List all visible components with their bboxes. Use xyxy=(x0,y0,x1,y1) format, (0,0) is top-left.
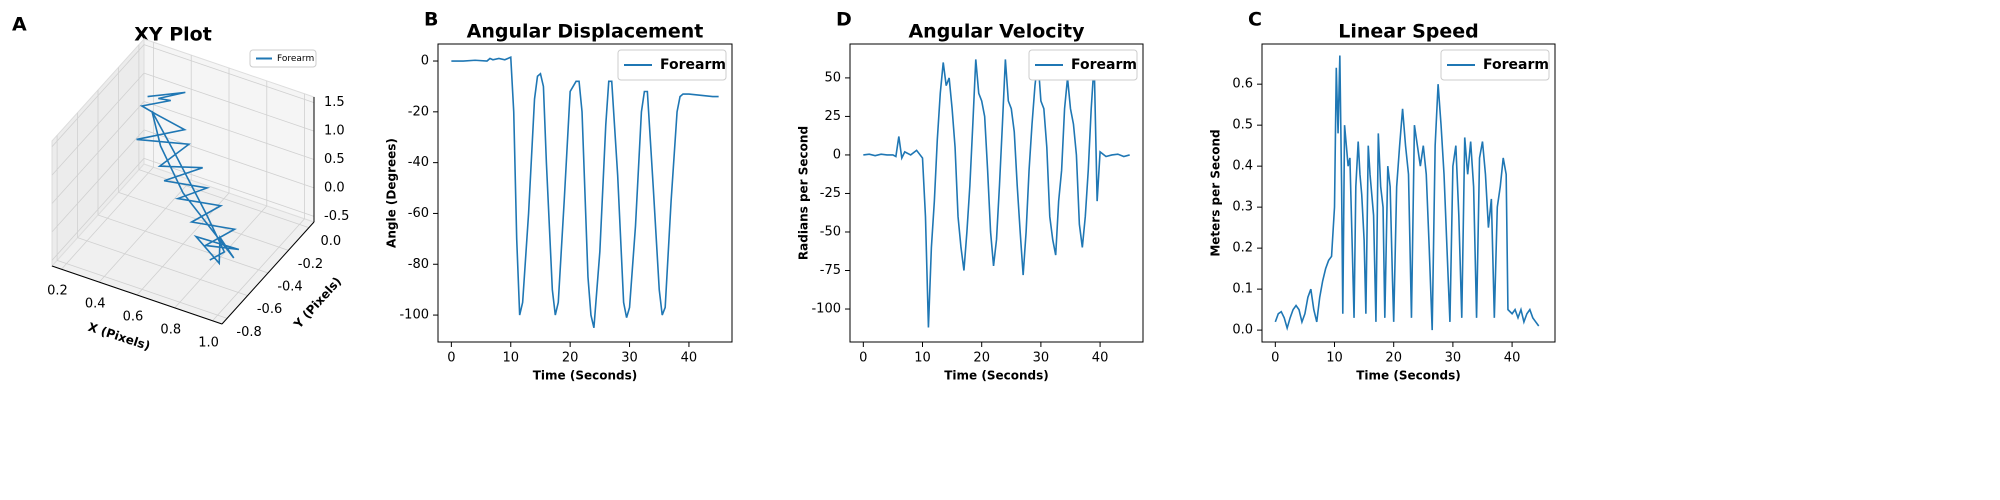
y-tick-label: 0.0 xyxy=(1232,323,1253,338)
legend-box xyxy=(249,49,317,68)
grid-line xyxy=(51,44,145,147)
plot-frame xyxy=(437,43,733,343)
x-tick-label: 0.8 xyxy=(160,322,181,337)
data-line xyxy=(451,56,719,328)
x-tick-label: 10 xyxy=(914,351,931,366)
grid-line xyxy=(97,214,269,274)
x-tick-label: 40 xyxy=(1504,351,1521,366)
z-tick-label: -0.5 xyxy=(324,209,349,224)
y-tick-label: 0.5 xyxy=(1232,118,1253,133)
y-tick-label: 50 xyxy=(824,70,841,85)
x-axis xyxy=(51,265,223,325)
x-tick-label: 30 xyxy=(1033,351,1050,366)
grid-line xyxy=(51,72,145,176)
x-tick-label: 0.2 xyxy=(47,284,68,299)
chart-title: Angular Velocity xyxy=(908,21,1085,43)
y-tick-label: -60 xyxy=(408,206,429,221)
y-tick-label: 0.4 xyxy=(1232,159,1253,174)
x-tick-label: 0 xyxy=(1271,351,1279,366)
x-axis-label: X (Pixels) xyxy=(86,320,152,353)
plot-frame xyxy=(1261,43,1556,343)
x-tick-label: 0.4 xyxy=(85,297,106,312)
y-tick-label: -50 xyxy=(820,224,841,239)
y-tick-label: -0.8 xyxy=(236,325,261,340)
x-tick-label: 0.6 xyxy=(123,310,144,325)
legend-label: Forearm xyxy=(1483,57,1549,73)
x-axis-label: Time (Seconds) xyxy=(1356,369,1461,383)
legend-box xyxy=(617,49,727,81)
x-tick-label: 20 xyxy=(973,351,990,366)
data-line xyxy=(136,91,240,266)
legend-box xyxy=(1440,49,1550,81)
z-tick-label: 0.0 xyxy=(324,180,345,195)
x-tick-label: 20 xyxy=(562,351,579,366)
data-line xyxy=(1274,55,1540,331)
y-tick-label: -0.4 xyxy=(277,280,302,295)
y-tick-label: -25 xyxy=(820,186,841,201)
x-tick-label: 0 xyxy=(447,351,455,366)
y-tick-label: -100 xyxy=(399,308,429,323)
panel-label: A xyxy=(12,14,27,36)
grid-line xyxy=(143,101,315,160)
z-tick-label: 1.5 xyxy=(324,95,345,110)
y-tick-label: 0 xyxy=(421,54,429,69)
legend-label: Forearm xyxy=(1071,57,1137,73)
y-tick-label: 0.6 xyxy=(1232,77,1253,92)
y-tick-label: 0.0 xyxy=(321,234,342,249)
z-tick-label: 0.5 xyxy=(324,152,345,167)
x-tick-label: 40 xyxy=(1092,351,1109,366)
y-tick-label: -40 xyxy=(408,155,429,170)
x-tick-label: 10 xyxy=(1326,351,1343,366)
grid-line xyxy=(56,259,228,319)
grid-line xyxy=(51,101,145,204)
grid-line xyxy=(143,72,315,132)
y-tick-label: -75 xyxy=(820,263,841,278)
legend-label: Forearm xyxy=(660,57,726,73)
legend-label: Forearm xyxy=(277,54,314,64)
y-tick-label: 0 xyxy=(833,147,841,162)
data-line xyxy=(863,59,1130,328)
x-tick-label: 30 xyxy=(1445,351,1462,366)
chart-title: Linear Speed xyxy=(1338,21,1479,43)
grid-line xyxy=(51,129,145,233)
grid-line xyxy=(51,158,145,261)
x-tick-label: 20 xyxy=(1385,351,1402,366)
y-axis-label: Radians per Second xyxy=(797,126,811,260)
panel-label: B xyxy=(424,9,438,31)
y-axis-label: Angle (Degrees) xyxy=(385,138,399,248)
y-tick-label: -100 xyxy=(811,302,841,317)
y-tick-label: 0.2 xyxy=(1232,241,1253,256)
x-tick-label: 40 xyxy=(681,351,698,366)
y-tick-label: -20 xyxy=(408,104,429,119)
x-tick-label: 1.0 xyxy=(198,335,219,350)
x-tick-label: 30 xyxy=(621,351,638,366)
grid-line xyxy=(143,157,315,217)
chart-title: XY Plot xyxy=(134,24,212,46)
x-axis-label: Time (Seconds) xyxy=(944,369,1049,383)
y-tick-label: -0.6 xyxy=(257,302,282,317)
plot-frame xyxy=(849,43,1144,343)
grid-line xyxy=(77,237,248,297)
grid-line xyxy=(118,191,289,251)
z-tick-label: 1.0 xyxy=(324,124,345,139)
y-axis xyxy=(221,221,315,325)
y-tick-label: -0.2 xyxy=(298,257,323,272)
x-axis-label: Time (Seconds) xyxy=(533,369,638,383)
panel-label: C xyxy=(1248,9,1262,31)
grid-line xyxy=(143,44,315,104)
y-axis-label: Meters per Second xyxy=(1209,129,1223,256)
y-tick-label: 25 xyxy=(824,109,841,124)
y-tick-label: -80 xyxy=(408,257,429,272)
y-tick-label: 0.3 xyxy=(1232,200,1253,215)
x-tick-label: 10 xyxy=(502,351,519,366)
y-tick-label: 0.1 xyxy=(1232,282,1253,297)
panel-label: D xyxy=(836,9,852,31)
x-tick-label: 0 xyxy=(859,351,867,366)
chart-title: Angular Displacement xyxy=(467,21,704,43)
grid-line xyxy=(143,129,315,189)
legend-box xyxy=(1028,49,1138,81)
